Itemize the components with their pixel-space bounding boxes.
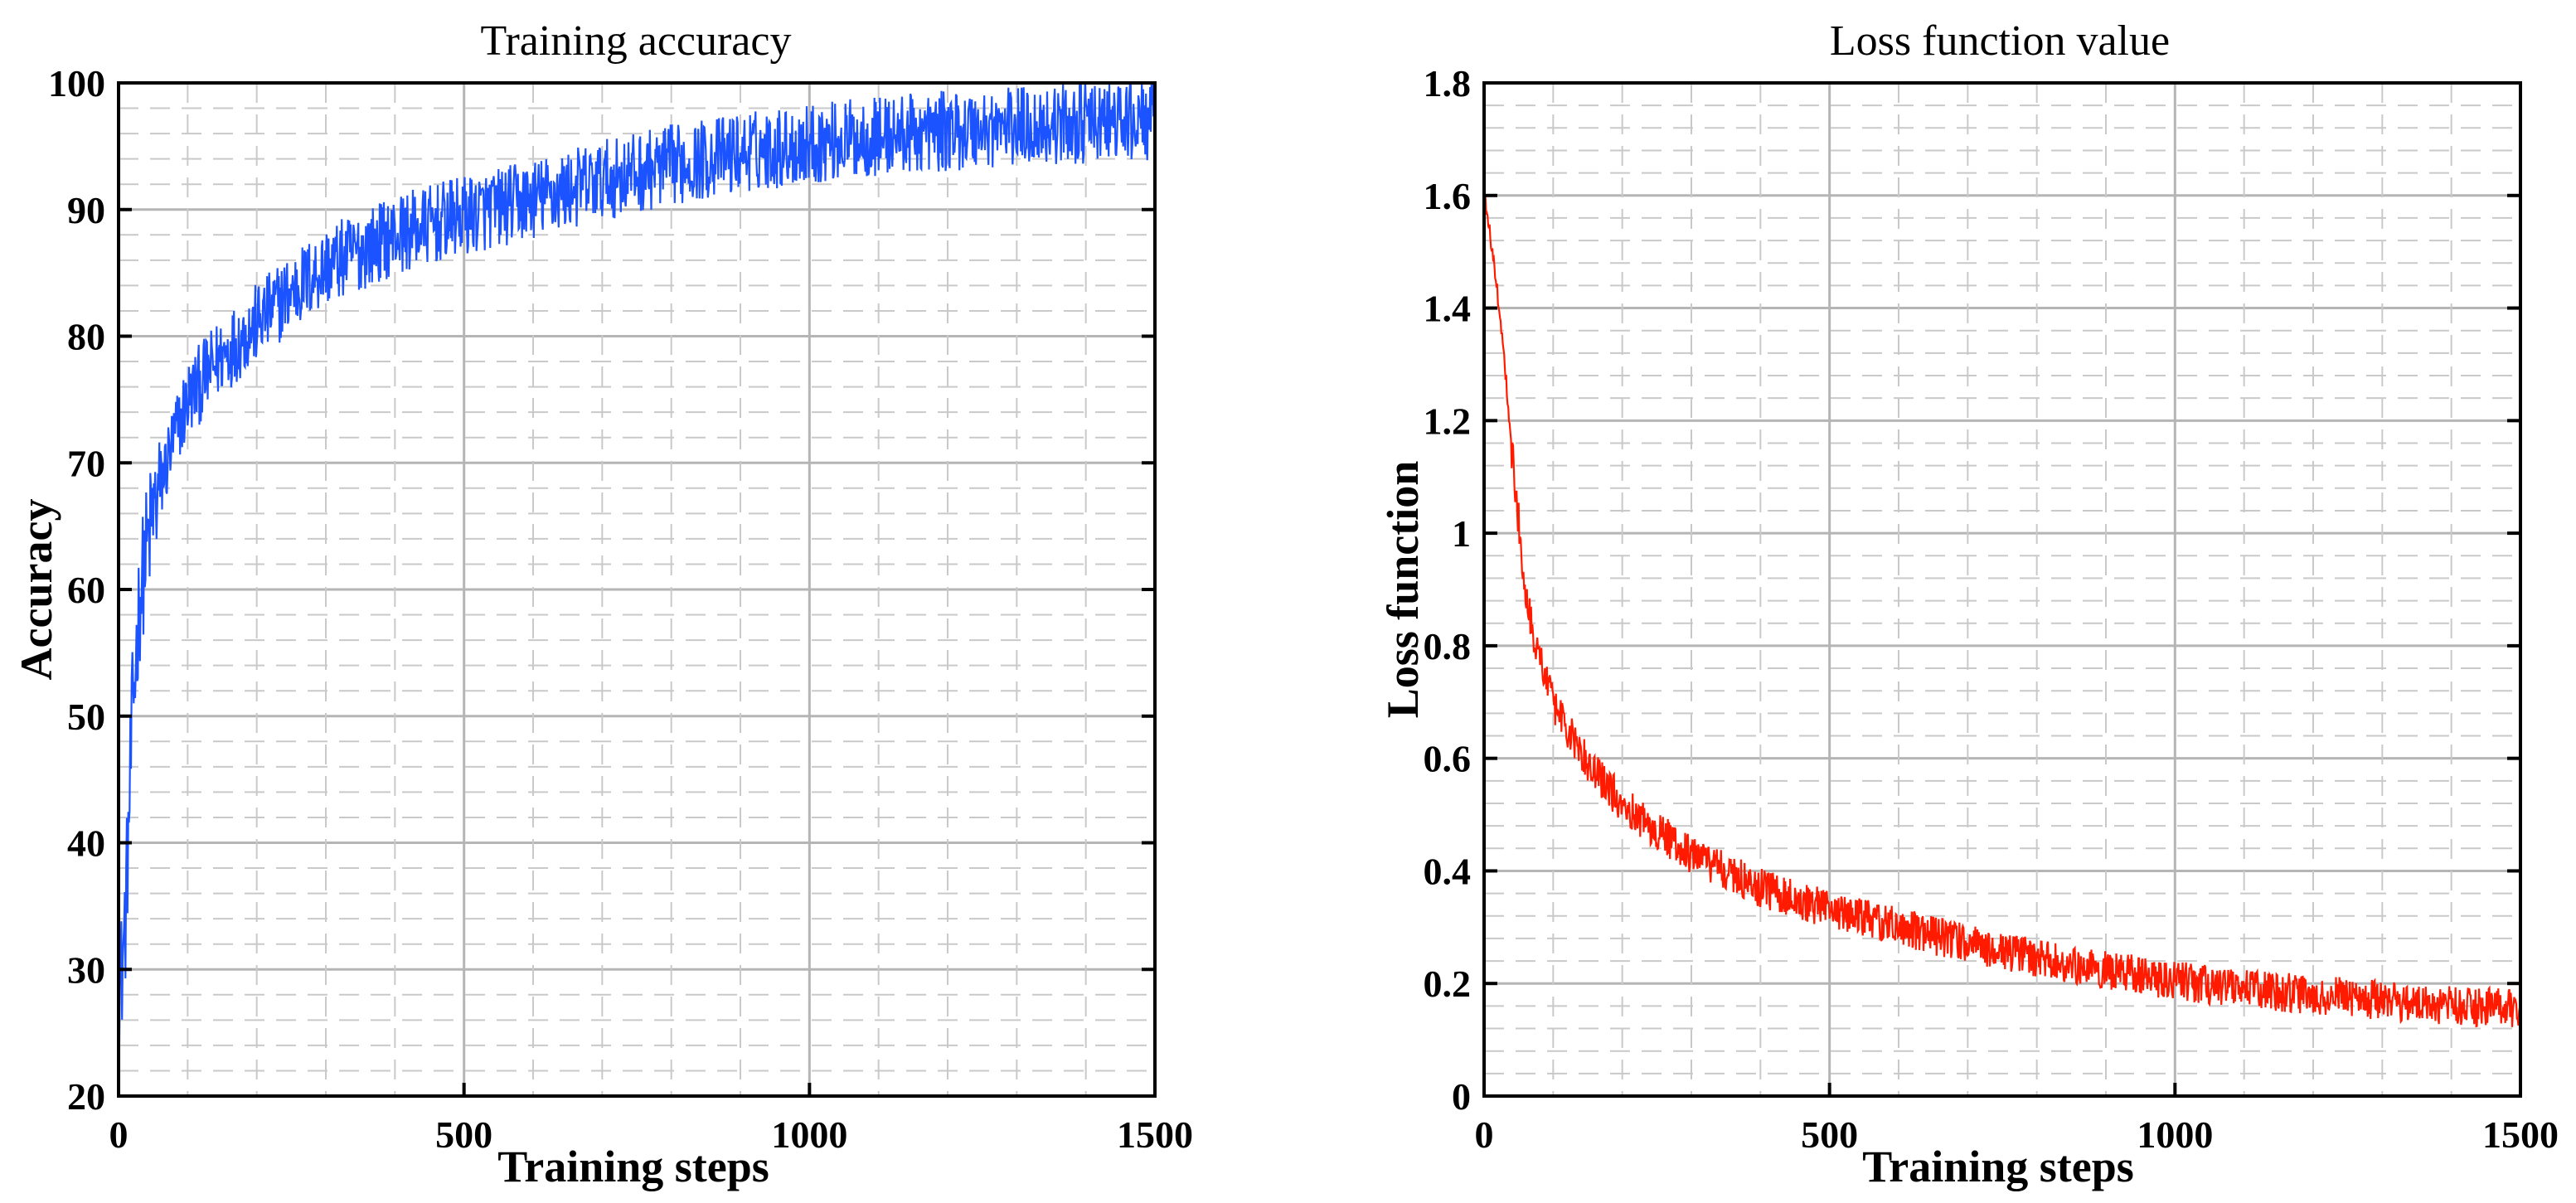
accuracy-series — [117, 81, 1157, 1057]
loss-ytick-labels: 0 0.2 0.4 0.6 0.8 1 1.2 1.4 1.6 1.8 — [1424, 62, 1472, 1118]
loss-ytick-label-1: 0.2 — [1424, 963, 1472, 1005]
loss-xlabel: Training steps — [1862, 1142, 2134, 1191]
accuracy-ytick-label-8: 100 — [48, 62, 105, 104]
loss-chart: Loss function value 0 500 1000 1500 0 0.2 0.4… — [1378, 17, 2559, 1191]
loss-xtick-label-1: 500 — [1801, 1113, 1858, 1156]
loss-xtick-label-3: 1500 — [2482, 1113, 2559, 1156]
loss-ytick-label-5: 1 — [1452, 512, 1471, 555]
accuracy-ytick-labels: 20 30 40 50 60 70 80 90 100 — [48, 62, 105, 1118]
accuracy-ytick-label-5: 70 — [67, 442, 105, 484]
loss-chart-title: Loss function value — [1830, 17, 2170, 65]
accuracy-xtick-label-0: 0 — [109, 1113, 129, 1156]
accuracy-line-accuracy — [117, 81, 1157, 1057]
loss-ytick-label-9: 1.8 — [1424, 62, 1472, 104]
accuracy-xtick-labels: 0 500 1000 1500 — [109, 1113, 1194, 1156]
accuracy-ytick-label-1: 30 — [67, 948, 105, 991]
loss-grid — [1482, 81, 2522, 1098]
accuracy-ytick-label-4: 60 — [67, 569, 105, 611]
accuracy-xtick-label-1: 500 — [435, 1113, 492, 1156]
loss-ylabel: Loss function — [1378, 461, 1428, 719]
loss-ytick-label-4: 0.8 — [1424, 625, 1472, 667]
accuracy-xlabel: Training steps — [497, 1142, 769, 1191]
loss-ytick-label-0: 0 — [1452, 1075, 1471, 1118]
accuracy-chart-title: Training accuracy — [481, 17, 792, 65]
loss-series — [1482, 194, 2522, 1028]
accuracy-ytick-label-6: 80 — [67, 316, 105, 358]
accuracy-xtick-label-3: 1500 — [1117, 1113, 1193, 1156]
accuracy-ticks — [117, 81, 1157, 1098]
loss-ytick-label-3: 0.6 — [1424, 738, 1472, 780]
loss-plot-frame — [1482, 81, 2522, 1098]
loss-xtick-label-2: 1000 — [2137, 1113, 2213, 1156]
accuracy-ytick-label-2: 40 — [67, 822, 105, 865]
accuracy-ylabel: Accuracy — [12, 499, 61, 681]
loss-ytick-label-6: 1.2 — [1424, 400, 1472, 442]
accuracy-ytick-label-3: 50 — [67, 696, 105, 738]
accuracy-chart: Training accuracy 0 500 1000 1500 20 30 40 50 6… — [12, 17, 1193, 1191]
loss-ticks — [1482, 81, 2522, 1098]
accuracy-xtick-label-2: 1000 — [771, 1113, 847, 1156]
loss-xtick-label-0: 0 — [1475, 1113, 1494, 1156]
loss-ytick-label-7: 1.4 — [1424, 288, 1472, 330]
loss-line-loss — [1482, 194, 2522, 1028]
loss-ytick-label-2: 0.4 — [1424, 850, 1472, 892]
loss-xtick-labels: 0 500 1000 1500 — [1475, 1113, 2559, 1156]
accuracy-ytick-label-7: 90 — [67, 189, 105, 231]
accuracy-grid — [117, 81, 1157, 1098]
accuracy-ytick-label-0: 20 — [67, 1075, 105, 1118]
loss-ytick-label-8: 1.6 — [1424, 175, 1472, 217]
